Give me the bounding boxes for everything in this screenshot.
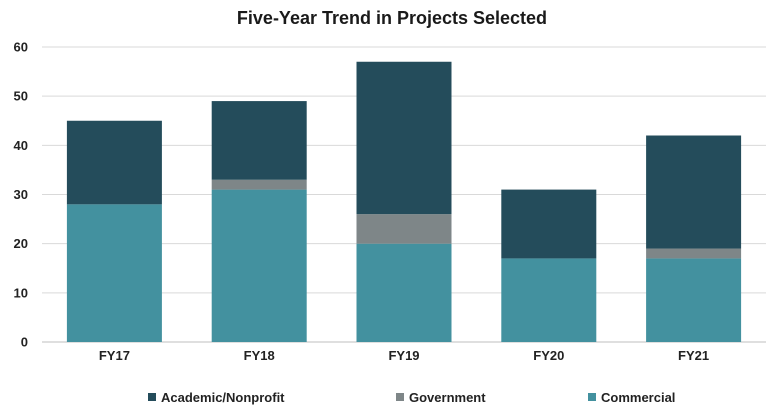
x-axis: FY17 FY18 FY19 FY20 FY21 (99, 348, 709, 363)
bar-segment-academic-nonprofit (501, 189, 597, 259)
y-axis: 0 10 20 30 40 50 60 (14, 40, 28, 350)
y-tick-label: 50 (14, 89, 28, 104)
bar-segment-academic-nonprofit (66, 120, 162, 205)
y-tick-label: 10 (14, 285, 28, 300)
y-tick-label: 40 (14, 138, 28, 153)
x-tick-label: FY21 (678, 348, 709, 363)
chart-title: Five-Year Trend in Projects Selected (237, 8, 547, 28)
y-tick-label: 30 (14, 187, 28, 202)
bar-segment-academic-nonprofit (646, 135, 742, 249)
y-tick-label: 60 (14, 40, 28, 55)
x-tick-label: FY19 (388, 348, 419, 363)
bar-segment-academic-nonprofit (356, 61, 452, 215)
bar-segment-academic-nonprofit (211, 101, 307, 180)
legend-label: Academic/Nonprofit (161, 390, 285, 405)
bars (66, 61, 742, 342)
legend-swatch (588, 393, 596, 401)
legend: Academic/Nonprofit Government Commercial (148, 390, 675, 405)
bar-segment-commercial (646, 258, 742, 342)
x-tick-label: FY18 (244, 348, 275, 363)
bar-segment-commercial (356, 243, 452, 342)
x-tick-label: FY20 (533, 348, 564, 363)
bar-segment-commercial (66, 204, 162, 342)
legend-swatch (396, 393, 404, 401)
y-tick-label: 0 (21, 335, 28, 350)
y-tick-label: 20 (14, 236, 28, 251)
x-tick-label: FY17 (99, 348, 130, 363)
legend-swatch (148, 393, 156, 401)
bar-segment-commercial (501, 258, 597, 342)
bar-segment-government (646, 248, 742, 259)
bar-segment-government (211, 179, 307, 190)
legend-label: Government (409, 390, 486, 405)
bar-segment-commercial (211, 189, 307, 342)
bar-segment-government (356, 214, 452, 244)
legend-label: Commercial (601, 390, 675, 405)
